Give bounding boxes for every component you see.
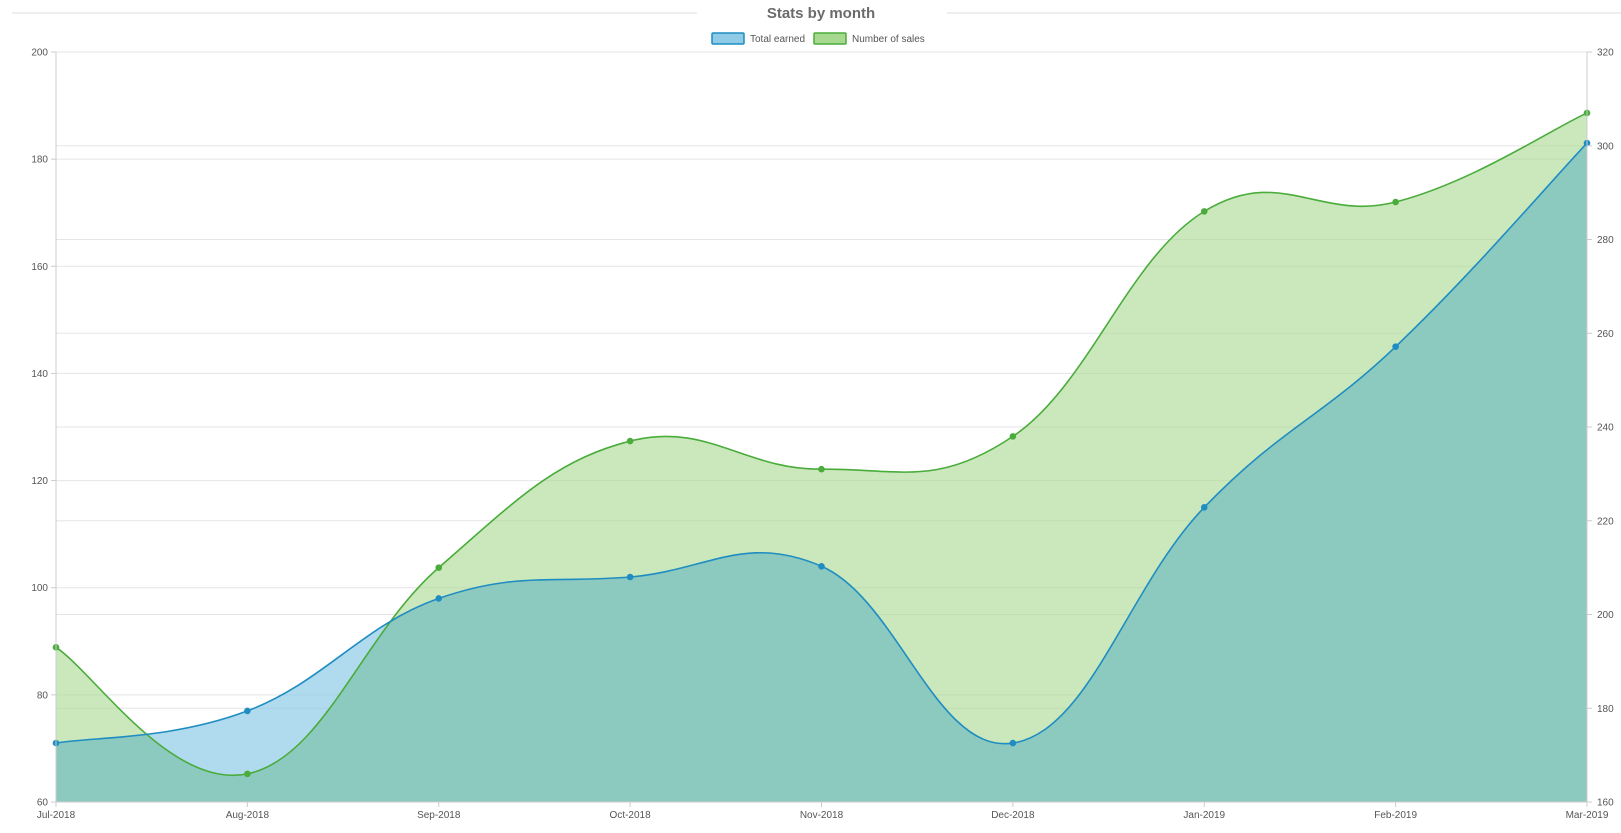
point-total-earned[interactable] [1009, 739, 1017, 747]
point-number-of-sales[interactable] [1392, 198, 1399, 206]
y-left-tick-label: 160 [31, 262, 48, 273]
point-number-of-sales[interactable] [244, 770, 251, 778]
legend-swatch-total-earned [711, 32, 745, 45]
x-tick-label: Oct-2018 [610, 810, 652, 821]
x-tick-label: Jan-2019 [1183, 810, 1225, 821]
plot-area [55, 112, 1588, 803]
point-total-earned[interactable] [818, 562, 825, 570]
legend-label-total-earned: Total earned [750, 34, 805, 45]
x-tick-label: Jul-2018 [37, 810, 76, 821]
point-total-earned[interactable] [244, 707, 251, 715]
point-number-of-sales[interactable] [818, 465, 825, 473]
legend: Total earned Number of sales [711, 32, 925, 45]
y-right-tick-label: 280 [1597, 235, 1614, 246]
y-left-tick-label: 80 [37, 690, 49, 701]
chart-title: Stats by month [767, 5, 875, 22]
point-number-of-sales[interactable] [626, 437, 634, 445]
point-number-of-sales[interactable] [1200, 208, 1208, 215]
legend-item-number-of-sales[interactable]: Number of sales [813, 32, 925, 45]
x-tick-label: Nov-2018 [800, 810, 844, 821]
axes: 60 80 100 120 140 160 180 200 160 180 200 220 240 260… [31, 48, 1614, 822]
y-right-tick-label: 180 [1597, 704, 1614, 715]
x-tick-label: Feb-2019 [1374, 810, 1417, 821]
y-left-tick-label: 120 [31, 476, 48, 487]
point-total-earned[interactable] [435, 595, 443, 602]
x-tick-label: Sep-2018 [417, 810, 461, 821]
point-total-earned[interactable] [1200, 504, 1208, 511]
point-number-of-sales[interactable] [435, 564, 443, 571]
x-tick-label: Aug-2018 [226, 810, 270, 821]
y-right-tick-label: 320 [1597, 48, 1614, 59]
y-right-tick-label: 220 [1597, 516, 1614, 527]
y-left-tick-label: 60 [37, 798, 49, 809]
point-total-earned[interactable] [626, 573, 634, 581]
line-total-earned [55, 142, 1588, 745]
area-overlap [56, 143, 1587, 802]
x-tick-label: Mar-2019 [1566, 810, 1609, 821]
point-total-earned[interactable] [1392, 343, 1399, 350]
legend-swatch-number-of-sales [813, 32, 847, 45]
y-left-tick-label: 200 [31, 48, 48, 59]
x-tick-label: Dec-2018 [991, 810, 1035, 821]
legend-label-number-of-sales: Number of sales [852, 34, 925, 45]
y-left-tick-label: 140 [31, 369, 48, 380]
legend-item-total-earned[interactable]: Total earned [711, 32, 805, 45]
y-right-tick-label: 300 [1597, 141, 1614, 152]
point-number-of-sales[interactable] [1009, 433, 1017, 440]
y-right-tick-label: 260 [1597, 329, 1614, 340]
y-left-tick-label: 180 [31, 155, 48, 166]
y-right-tick-label: 200 [1597, 610, 1614, 621]
y-left-tick-label: 100 [31, 583, 48, 594]
y-right-tick-label: 160 [1597, 798, 1614, 809]
y-right-tick-label: 240 [1597, 423, 1614, 434]
